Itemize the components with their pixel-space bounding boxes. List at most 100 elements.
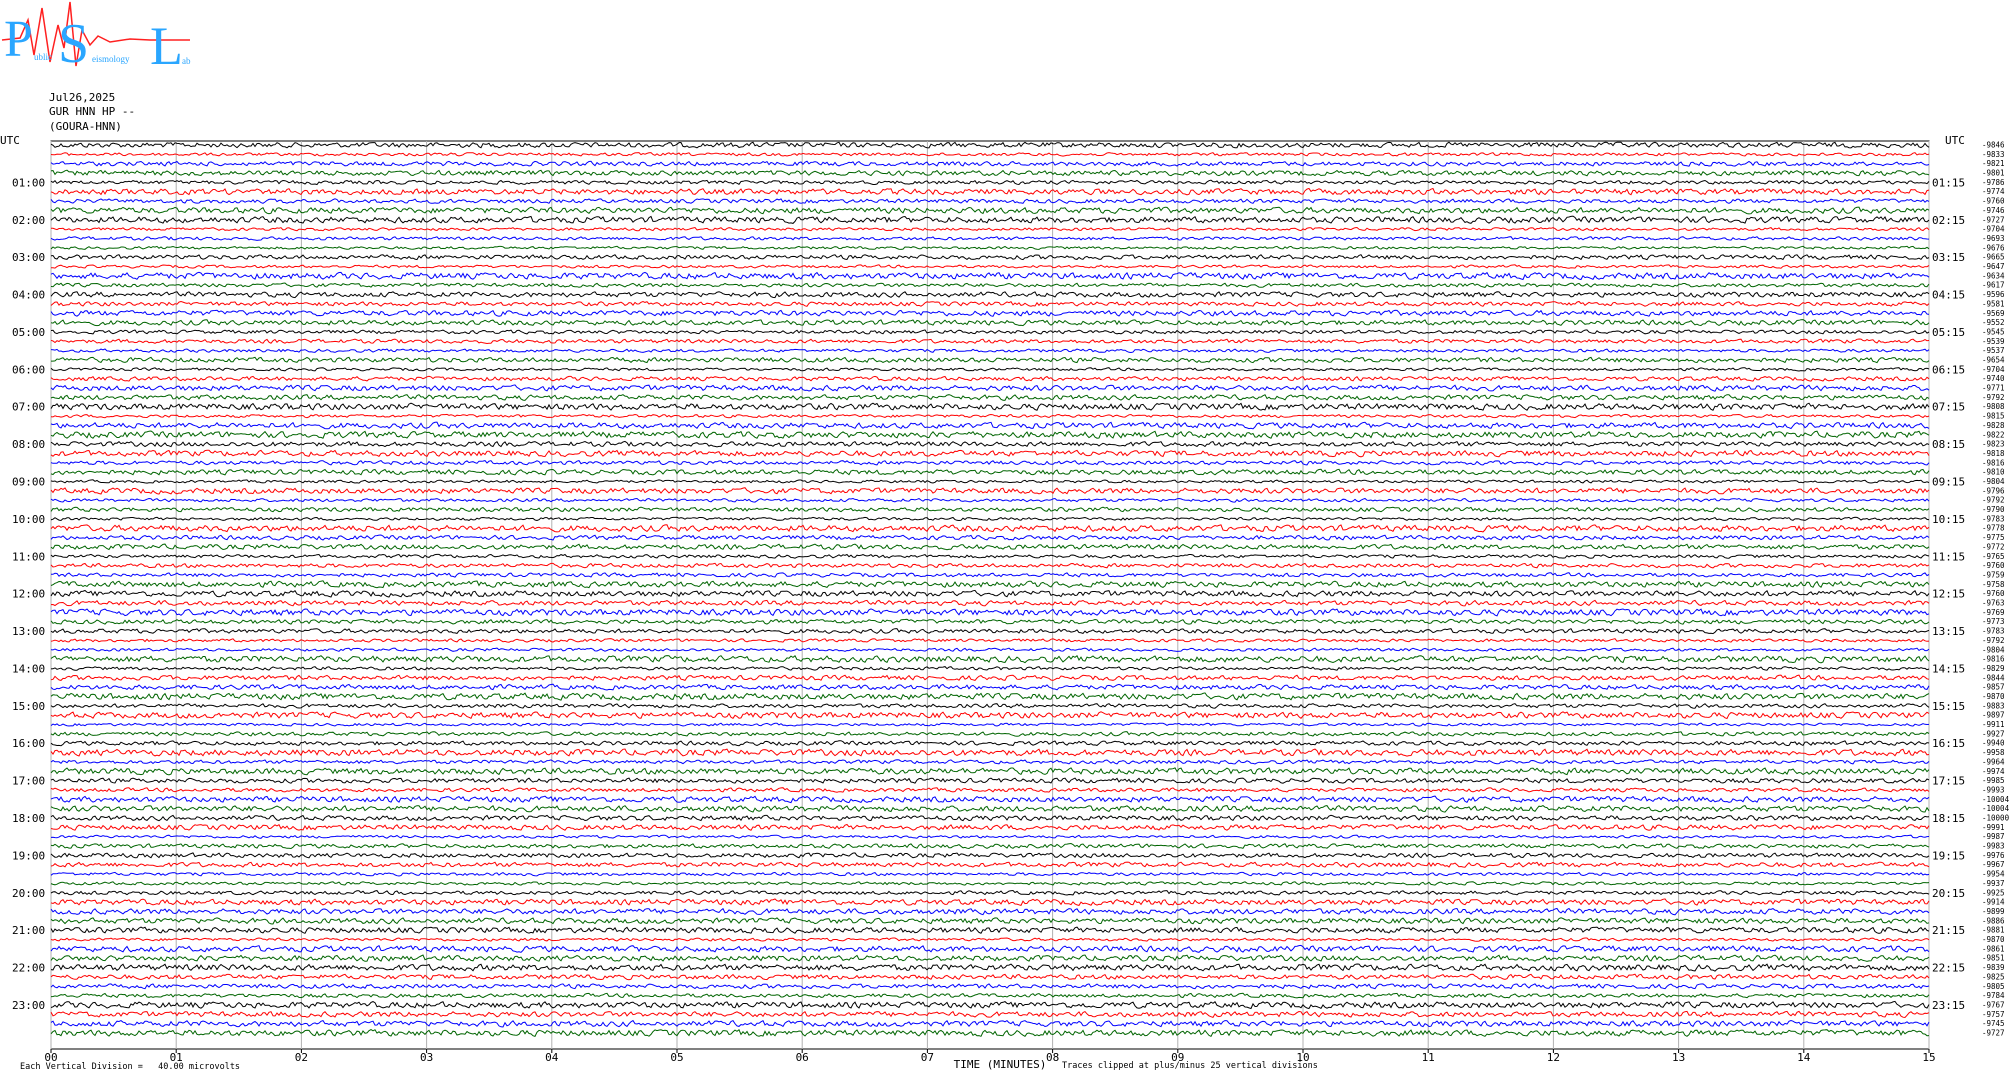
trace [50, 795, 1930, 804]
right-time-label: 10:15 [1932, 513, 1965, 526]
trace-value: -9805 [1982, 982, 2005, 991]
traces [50, 141, 1930, 1038]
left-time-label: 11:00 [12, 550, 45, 563]
trace-value: -9539 [1982, 337, 2005, 346]
x-tick-label: 10 [1296, 1051, 1309, 1064]
trace [50, 449, 1930, 458]
trace-value: -9844 [1982, 673, 2005, 682]
trace-value: -9654 [1982, 355, 2005, 364]
trace-value: -9804 [1982, 645, 2005, 654]
trace-value: -9823 [1982, 440, 2005, 449]
trace-value: -9954 [1982, 870, 2005, 879]
trace-value: -9886 [1982, 916, 2005, 925]
trace-value: -9940 [1982, 739, 2005, 748]
logo-word: ab [182, 56, 191, 66]
trace [50, 516, 1930, 522]
trace-value: -10004 [1982, 795, 2010, 804]
left-time-label: 03:00 [12, 251, 45, 264]
trace [50, 402, 1930, 411]
trace-value: -9821 [1982, 159, 2005, 168]
trace-value: -9816 [1982, 458, 2005, 467]
trace [50, 907, 1930, 916]
trace [50, 944, 1930, 953]
trace-value: -9790 [1982, 505, 2005, 514]
x-tick-label: 11 [1422, 1051, 1435, 1064]
trace-value: -9552 [1982, 318, 2005, 327]
right-time-label: 02:15 [1932, 214, 1965, 227]
left-time-label: 17:00 [12, 775, 45, 788]
left-time-label: 08:00 [12, 438, 45, 451]
trace-value: -9647 [1982, 262, 2005, 271]
trace-value: -9964 [1982, 757, 2005, 766]
right-time-label: 06:15 [1932, 363, 1965, 376]
trace-value: -9808 [1982, 402, 2005, 411]
trace-value: -9870 [1982, 692, 2005, 701]
trace [50, 562, 1930, 569]
trace-value: -9765 [1982, 552, 2005, 561]
left-time-label: 10:00 [12, 513, 45, 526]
right-time-label: UTC [1945, 134, 1965, 147]
trace-value: -9745 [1982, 1019, 2005, 1028]
left-time-label: 21:00 [12, 924, 45, 937]
trace [50, 647, 1930, 652]
left-time-label: 23:00 [12, 999, 45, 1012]
trace [50, 983, 1930, 990]
trace [50, 1028, 1930, 1038]
trace-value: -9818 [1982, 449, 2005, 458]
trace-value: -9783 [1982, 627, 2005, 636]
trace-value: -9760 [1982, 561, 2005, 570]
x-tick-label: 03 [420, 1051, 433, 1064]
trace [50, 375, 1930, 382]
logo-letter: P [4, 11, 33, 68]
trace [50, 367, 1930, 372]
trace [50, 926, 1930, 934]
trace [50, 767, 1930, 776]
right-time-label: 11:15 [1932, 550, 1965, 563]
right-time-label: 17:15 [1932, 775, 1965, 788]
trace-value: -9987 [1982, 832, 2005, 841]
trace [50, 198, 1930, 204]
left-time-label: 06:00 [12, 363, 45, 376]
trace-value: -9758 [1982, 580, 2005, 589]
trace-value: -9771 [1982, 384, 2005, 393]
trace-value: -9775 [1982, 533, 2005, 542]
site: (GOURA-HNN) [49, 120, 122, 133]
logo-letter: L [150, 16, 183, 76]
trace-value: -9676 [1982, 243, 2005, 252]
trace [50, 338, 1930, 345]
logo-letter: S [58, 13, 89, 75]
x-tick-label: 15 [1922, 1051, 1935, 1064]
trace [50, 1019, 1930, 1028]
trace [50, 553, 1930, 559]
trace-value: -9760 [1982, 197, 2005, 206]
trace-value: -9786 [1982, 178, 2005, 187]
trace-value: -9634 [1982, 271, 2005, 280]
trace [50, 787, 1930, 793]
trace-value: -9704 [1982, 365, 2005, 374]
logo: P S L ublic eismology ab [1, 1, 191, 76]
trace [50, 599, 1930, 607]
trace [50, 543, 1930, 551]
trace [50, 329, 1930, 335]
trace [50, 1010, 1930, 1019]
trace [50, 703, 1930, 709]
trace-value: -9897 [1982, 711, 2005, 720]
trace-value: -9985 [1982, 776, 2005, 785]
trace-value: -9914 [1982, 898, 2005, 907]
footnote: Traces clipped at plus/minus 25 vertical… [1062, 1061, 1318, 1071]
trace-value: -9665 [1982, 253, 2005, 262]
right-time-label: 03:15 [1932, 251, 1965, 264]
trace [50, 319, 1930, 327]
left-time-label: 16:00 [12, 737, 45, 750]
trace-value: -9810 [1982, 468, 2005, 477]
trace-value: -9727 [1982, 1029, 2005, 1038]
trace-value: -9883 [1982, 701, 2005, 710]
trace-value: -9537 [1982, 346, 2005, 355]
left-time-label: 14:00 [12, 662, 45, 675]
left-time-label: 12:00 [12, 588, 45, 601]
trace [50, 430, 1930, 439]
x-tick-label: 06 [796, 1051, 809, 1064]
trace [50, 479, 1930, 484]
